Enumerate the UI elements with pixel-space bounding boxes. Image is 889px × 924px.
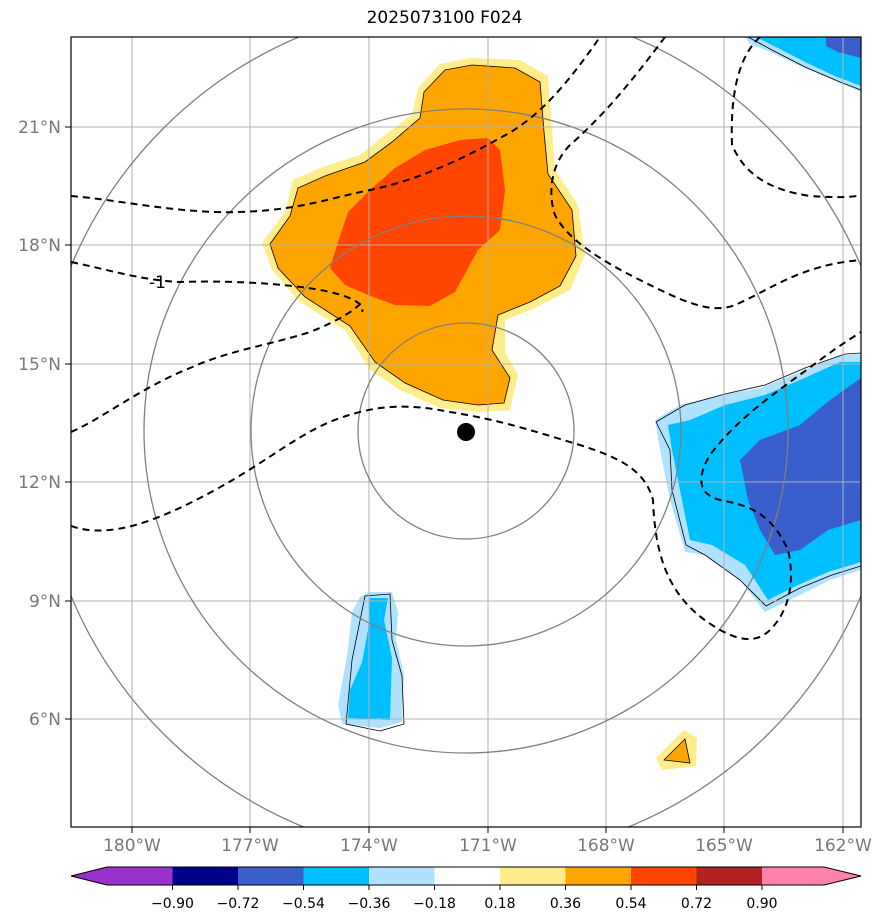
- colorbar-tick: −0.54: [282, 896, 325, 912]
- colorbar-bin: [172, 867, 238, 885]
- range-rings: [71, 37, 861, 827]
- lon-label-165w: 165°W: [695, 836, 753, 856]
- colorbar-bin: [434, 867, 500, 885]
- lat-label-6n: 6°N: [29, 710, 61, 730]
- lat-label-15n: 15°N: [18, 355, 61, 375]
- colorbar-extend-low: [71, 867, 107, 885]
- lat-label-18n: 18°N: [18, 236, 61, 256]
- colorbar-tick: 0.90: [746, 896, 777, 912]
- colorbar-bin: [631, 867, 697, 885]
- colorbar-bin: [107, 867, 173, 885]
- colorbar-bin: [238, 867, 304, 885]
- colorbar-tick: −0.18: [413, 896, 456, 912]
- colorbar-bin: [762, 867, 824, 885]
- colorbar-tick: 0.54: [615, 896, 646, 912]
- positive-anomaly-small: [656, 730, 697, 770]
- lat-label-9n: 9°N: [29, 592, 61, 612]
- colorbar-tick: 0.72: [681, 896, 712, 912]
- positive-anomaly-main: [262, 58, 585, 412]
- lon-label-177w: 177°W: [221, 836, 279, 856]
- colorbar-tick: −0.72: [217, 896, 260, 912]
- lat-axis: 21°N 18°N 15°N 12°N 9°N 6°N: [18, 118, 71, 730]
- gridlines: [71, 37, 861, 827]
- dashed-contours: [71, 37, 861, 641]
- map-title: 2025073100 F024: [366, 8, 523, 28]
- colorbar-tick: 0.18: [484, 896, 515, 912]
- storm-center-marker: [457, 423, 475, 441]
- lon-axis: 180°W 177°W 174°W 171°W 168°W 165°W 162°…: [103, 827, 872, 856]
- colorbar-bin: [696, 867, 762, 885]
- negative-anomaly-east: [655, 352, 861, 612]
- colorbar-bin: [303, 867, 369, 885]
- colorbar-tick: 0.36: [550, 896, 581, 912]
- colorbar: −0.90 −0.72 −0.54 −0.36 −0.18 0.18 0.36 …: [70, 866, 862, 912]
- lon-label-180w: 180°W: [103, 836, 161, 856]
- colorbar-tick: −0.36: [348, 896, 391, 912]
- lon-label-174w: 174°W: [340, 836, 398, 856]
- colorbar-extend-high: [824, 867, 861, 885]
- colorbar-bin: [565, 867, 631, 885]
- lon-label-171w: 171°W: [459, 836, 517, 856]
- plot-frame: [70, 36, 862, 828]
- colorbar-bin: [500, 867, 566, 885]
- colorbar-tick: −0.90: [151, 896, 194, 912]
- lat-label-21n: 21°N: [18, 118, 61, 138]
- lon-label-168w: 168°W: [577, 836, 635, 856]
- contour-label: -1: [149, 273, 166, 293]
- lat-label-12n: 12°N: [18, 473, 61, 493]
- ne-negative-anomaly: [745, 37, 861, 92]
- colorbar-bin: [369, 867, 435, 885]
- lon-label-162w: 162°W: [814, 836, 872, 856]
